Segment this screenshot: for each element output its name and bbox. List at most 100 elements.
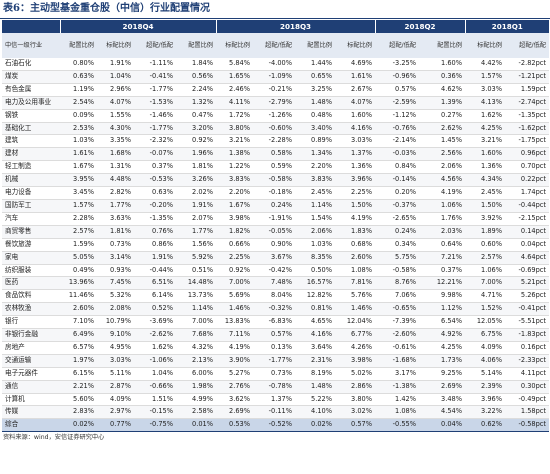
value-cell: -1.46% bbox=[134, 109, 176, 123]
value-cell: 1.50% bbox=[335, 199, 375, 213]
value-cell: -0.49pct bbox=[505, 393, 549, 407]
value-cell: 7.00% bbox=[176, 315, 216, 330]
industry-name-cell: 食品饮料 bbox=[2, 289, 60, 304]
table-row: 医药 13.96% 7.45% 6.51% 14.48% 7.00% 7.48% 16.57%… bbox=[2, 276, 549, 291]
value-cell: 2.82% bbox=[97, 186, 134, 200]
industry-name-cell: 基础化工 bbox=[2, 122, 60, 136]
industry-column-header: 中信一级行业 bbox=[2, 33, 60, 58]
value-cell: 2.45% bbox=[465, 186, 505, 200]
value-cell: -1.06% bbox=[134, 354, 176, 368]
industry-name-cell: 煤炭 bbox=[2, 70, 60, 84]
value-cell: 3.83% bbox=[216, 173, 253, 188]
table-row: 非银行金融 6.49% 9.10% -2.62% 7.68% 7.11% 0.57% 4.16… bbox=[2, 328, 549, 342]
value-cell: 1.34% bbox=[295, 147, 335, 162]
table-row: 纺织服装 0.49% 0.93% -0.44% 0.51% 0.92% -0.42% 0.50… bbox=[2, 264, 549, 278]
value-cell: 0.58% bbox=[253, 147, 295, 162]
quarter-header-2018q4: 2018Q4 bbox=[59, 20, 216, 33]
value-cell: -1.91% bbox=[253, 212, 295, 226]
value-cell: 1.60% bbox=[465, 147, 505, 162]
value-cell: 9.25% bbox=[419, 367, 465, 381]
value-cell: -1.77% bbox=[134, 122, 176, 136]
value-cell: 2.03% bbox=[419, 225, 465, 239]
value-cell: 3.17% bbox=[375, 367, 419, 381]
value-cell: 3.62% bbox=[216, 393, 253, 407]
value-cell: 7.11% bbox=[216, 328, 253, 342]
value-cell: 2.69% bbox=[419, 380, 465, 394]
value-cell: 1.42% bbox=[375, 393, 419, 407]
value-cell: 5.02% bbox=[335, 367, 375, 381]
table-row: 有色金属 1.19% 2.96% -1.77% 2.24% 2.46% -0.21% 3.25… bbox=[2, 83, 549, 97]
value-cell: 1.81% bbox=[176, 160, 216, 175]
value-cell: 1.14% bbox=[295, 199, 335, 213]
value-cell: 3.90% bbox=[216, 354, 253, 368]
table-row: 银行 7.10% 10.79% -3.69% 7.00% 13.83% -6.83% 4.65… bbox=[2, 315, 549, 330]
value-cell: -0.60% bbox=[253, 122, 295, 136]
industry-name-cell: 电力设备 bbox=[2, 186, 60, 200]
value-cell: 0.90% bbox=[253, 238, 295, 252]
industry-name-cell: 电子元器件 bbox=[2, 367, 60, 381]
value-cell: 6.75% bbox=[465, 328, 505, 342]
value-cell: 2.20% bbox=[295, 160, 335, 175]
value-cell: -2.59% bbox=[375, 96, 419, 110]
industry-name-cell: 纺织服装 bbox=[2, 264, 60, 278]
value-cell: 0.37% bbox=[134, 160, 176, 175]
table-row: 交通运输 1.97% 3.03% -1.06% 2.13% 3.90% -1.77% 2.31… bbox=[2, 354, 549, 368]
value-cell: 1.89% bbox=[465, 225, 505, 239]
table-row: 传媒 2.83% 2.97% -0.15% 2.58% 2.69% -0.11% 4.10% 3… bbox=[2, 405, 549, 420]
value-cell: 2.31% bbox=[295, 354, 335, 368]
value-cell: 4.56% bbox=[419, 173, 465, 188]
value-cell: 1.67% bbox=[60, 160, 97, 175]
column-header: 超配/低配 bbox=[375, 33, 419, 58]
column-header: 超配/低配 bbox=[134, 33, 176, 58]
value-cell: -0.42% bbox=[253, 264, 295, 278]
column-header: 配置比例 bbox=[419, 33, 465, 58]
value-cell: -1.21pct bbox=[505, 70, 549, 84]
value-cell: 6.15% bbox=[60, 367, 97, 381]
value-cell: 1.08% bbox=[335, 264, 375, 278]
value-cell: 0.63% bbox=[134, 186, 176, 200]
value-cell: 5.26pct bbox=[505, 289, 549, 304]
value-cell: 3.35% bbox=[97, 134, 134, 149]
value-cell: 4.71% bbox=[465, 289, 505, 304]
value-cell: 7.68% bbox=[176, 328, 216, 342]
value-cell: 0.50% bbox=[295, 264, 335, 278]
value-cell: -0.52% bbox=[253, 418, 295, 433]
value-cell: 1.06% bbox=[465, 264, 505, 278]
value-cell: -0.96% bbox=[375, 70, 419, 84]
value-cell: 0.53% bbox=[216, 418, 253, 433]
value-cell: -0.21% bbox=[253, 83, 295, 97]
value-cell: 3.67% bbox=[253, 251, 295, 265]
value-cell: 7.48% bbox=[253, 276, 295, 291]
column-header: 配置比例 bbox=[60, 33, 97, 58]
value-cell: 4.48% bbox=[97, 173, 134, 188]
value-cell: 1.57% bbox=[465, 70, 505, 84]
value-cell: 7.81% bbox=[335, 276, 375, 291]
value-cell: 0.57% bbox=[335, 418, 375, 433]
value-cell: -0.53% bbox=[134, 173, 176, 188]
value-cell: -0.58% bbox=[375, 264, 419, 278]
value-cell: 1.77% bbox=[97, 199, 134, 213]
column-header: 标配比例 bbox=[97, 33, 134, 58]
value-cell: 1.03% bbox=[295, 238, 335, 252]
value-cell: 2.06% bbox=[295, 225, 335, 239]
value-cell: 6.54% bbox=[419, 315, 465, 330]
value-cell: 3.92% bbox=[465, 212, 505, 226]
industry-allocation-table: 2018Q4 2018Q3 2018Q2 2018Q1 中信一级行业 配置比例 … bbox=[2, 20, 549, 433]
value-cell: 0.36% bbox=[419, 70, 465, 84]
value-cell: 6.77% bbox=[335, 328, 375, 342]
value-cell: -0.78% bbox=[253, 380, 295, 394]
value-cell: 1.50% bbox=[465, 199, 505, 213]
value-cell: 0.60% bbox=[465, 238, 505, 252]
value-cell: 2.08% bbox=[97, 302, 134, 317]
value-cell: 5.05% bbox=[60, 251, 97, 265]
table-row: 农林牧渔 2.60% 2.08% 0.52% 1.14% 1.46% -0.32% 0.81%… bbox=[2, 302, 549, 317]
value-cell: 7.45% bbox=[97, 276, 134, 291]
value-cell: 1.61% bbox=[335, 70, 375, 84]
value-cell: 3.45% bbox=[60, 186, 97, 200]
value-cell: 9.10% bbox=[97, 328, 134, 342]
value-cell: -0.37% bbox=[375, 199, 419, 213]
value-cell: 4.19% bbox=[216, 341, 253, 355]
value-cell: 0.73% bbox=[97, 238, 134, 252]
value-cell: -0.61% bbox=[375, 341, 419, 355]
table-row: 基础化工 2.53% 4.30% -1.77% 3.20% 3.80% -0.60% 3.40… bbox=[2, 122, 549, 136]
